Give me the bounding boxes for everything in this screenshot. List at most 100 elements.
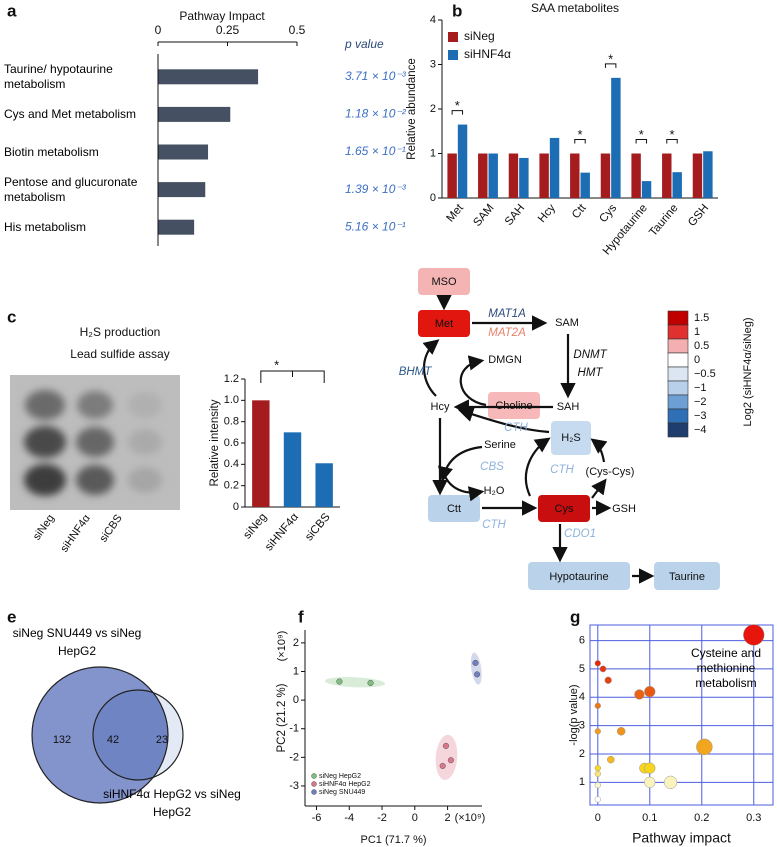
panel-label: g xyxy=(570,607,580,626)
bar xyxy=(549,137,560,198)
significance-bracket xyxy=(574,139,586,144)
bar xyxy=(672,172,682,198)
bar xyxy=(580,172,590,198)
x-tick-label: 0 xyxy=(595,812,601,824)
venn-count: 132 xyxy=(53,734,71,746)
significance-label: * xyxy=(608,51,613,66)
x-tick-label: SAM xyxy=(471,202,496,229)
bubble xyxy=(644,685,656,698)
bar xyxy=(519,157,529,198)
pathway-diagram xyxy=(418,268,720,590)
y-axis-label: Relative abundance xyxy=(406,58,418,160)
annotation: 3.71 × 10⁻³ xyxy=(345,69,407,83)
y-tick-label: 1 xyxy=(293,665,299,677)
x-tick-label: 0 xyxy=(155,23,162,37)
chart-title: SAA metabolites xyxy=(531,1,619,15)
y-axis-label: PC2 (21.2 %) xyxy=(276,683,288,752)
scale-tick: −4 xyxy=(694,424,707,436)
y-tick-label: 1.2 xyxy=(224,373,239,385)
bar xyxy=(631,153,641,198)
bar xyxy=(641,181,652,198)
x-tick-label: 0.3 xyxy=(746,812,761,824)
x-tick-label: -2 xyxy=(377,812,387,824)
y-tick-label: 0.6 xyxy=(224,437,239,449)
y-axis-label: -log(p value) xyxy=(568,684,580,745)
metabolite: Choline xyxy=(495,400,532,412)
metabolite: Hypotaurine xyxy=(549,571,608,583)
scale-tick: 1.5 xyxy=(694,312,709,324)
legend-label: siNeg xyxy=(464,29,495,43)
venn-diagram xyxy=(31,666,184,804)
bar xyxy=(692,153,703,198)
venn-set-label: siNeg SNU449 vs siNeg HepG2 xyxy=(12,626,142,658)
x-tick-label: siNeg xyxy=(241,511,269,541)
significance-bracket xyxy=(260,370,325,383)
label-box: siNeg SNU449 vs siNeg HepG2 xyxy=(12,626,142,658)
metabolite: Serine xyxy=(484,439,516,451)
scale-tick: −3 xyxy=(694,410,707,422)
bubble xyxy=(616,727,626,736)
enzyme: CDO1 xyxy=(564,528,596,540)
venn-count: 42 xyxy=(107,734,119,746)
y-tick-label: -3 xyxy=(289,780,299,792)
metabolite: H₂O xyxy=(484,485,505,497)
significance-bracket xyxy=(451,110,464,115)
x-tick-label: SAH xyxy=(503,202,527,228)
scale-tick: −0.5 xyxy=(694,368,716,380)
bar xyxy=(158,182,206,198)
legend-marker xyxy=(311,781,317,787)
bubble xyxy=(594,796,601,803)
bubble xyxy=(663,775,678,789)
category-label: Biotin metabolism xyxy=(4,144,99,159)
blot-lane-label: siCBS xyxy=(97,513,124,545)
bubble xyxy=(743,624,765,646)
enzyme: CTH xyxy=(504,422,528,434)
chart-subtitle: Lead sulfide assay xyxy=(70,347,169,361)
color-scale xyxy=(667,310,689,438)
bubble xyxy=(696,738,713,756)
annotation: 1.39 × 10⁻³ xyxy=(345,182,407,196)
venn-set-label: siHNF4α HepG2 vs siNeg HepG2 xyxy=(103,787,241,819)
metabolite: Ctt xyxy=(447,503,461,515)
panel-label: f xyxy=(298,607,304,626)
metabolite: SAH xyxy=(557,401,580,413)
confidence-ellipse xyxy=(324,677,385,688)
category-label: Taurine/ hypotaurine metabolism xyxy=(4,61,113,91)
bar xyxy=(570,153,580,198)
legend-label: siNeg SNU449 xyxy=(319,789,365,796)
y-tick-label: 3 xyxy=(579,720,585,732)
enzyme: MAT1A xyxy=(488,308,526,320)
x-tick-label: 0 xyxy=(412,812,418,824)
x-tick-label: Met xyxy=(444,202,466,225)
bar xyxy=(611,77,621,198)
enzyme: CTH xyxy=(482,519,506,531)
scale-label: Log2 (siHNF4α/siNeg) xyxy=(742,317,754,426)
enzyme: MAT2A xyxy=(488,327,526,339)
metabolite: Met xyxy=(435,318,453,330)
y-tick-label: 1 xyxy=(579,776,585,788)
label-box: Pentose and glucuronate metabolism xyxy=(4,175,137,204)
x-tick-label: 0.5 xyxy=(289,23,306,37)
y-tick-label: 2 xyxy=(293,637,299,649)
x-axis-label: PC1 (71.7 %) xyxy=(360,834,426,846)
legend-swatch xyxy=(448,50,458,60)
metabolite: Taurine xyxy=(669,571,705,583)
x-tick-label: Taurine xyxy=(647,202,680,239)
bar xyxy=(508,153,519,198)
blot-lane-label: siNeg xyxy=(31,513,57,543)
label-box: Cys and Met metabolism xyxy=(4,107,136,121)
metabolite: Cys xyxy=(555,503,574,515)
bubble xyxy=(594,770,601,777)
x-tick-label: siCBS xyxy=(303,511,333,543)
y-tick-label: 0 xyxy=(293,694,299,706)
blot-lane-label: siHNF4α xyxy=(58,512,93,555)
label-box: His metabolism xyxy=(4,220,86,234)
chart-title: Pathway Impact xyxy=(179,9,265,23)
bubble xyxy=(599,665,607,673)
bubble xyxy=(594,728,601,735)
bubble xyxy=(594,765,601,772)
bar xyxy=(158,106,231,122)
y-tick-label: 0.8 xyxy=(224,416,239,428)
point xyxy=(439,762,446,769)
plot-frame xyxy=(589,624,774,806)
